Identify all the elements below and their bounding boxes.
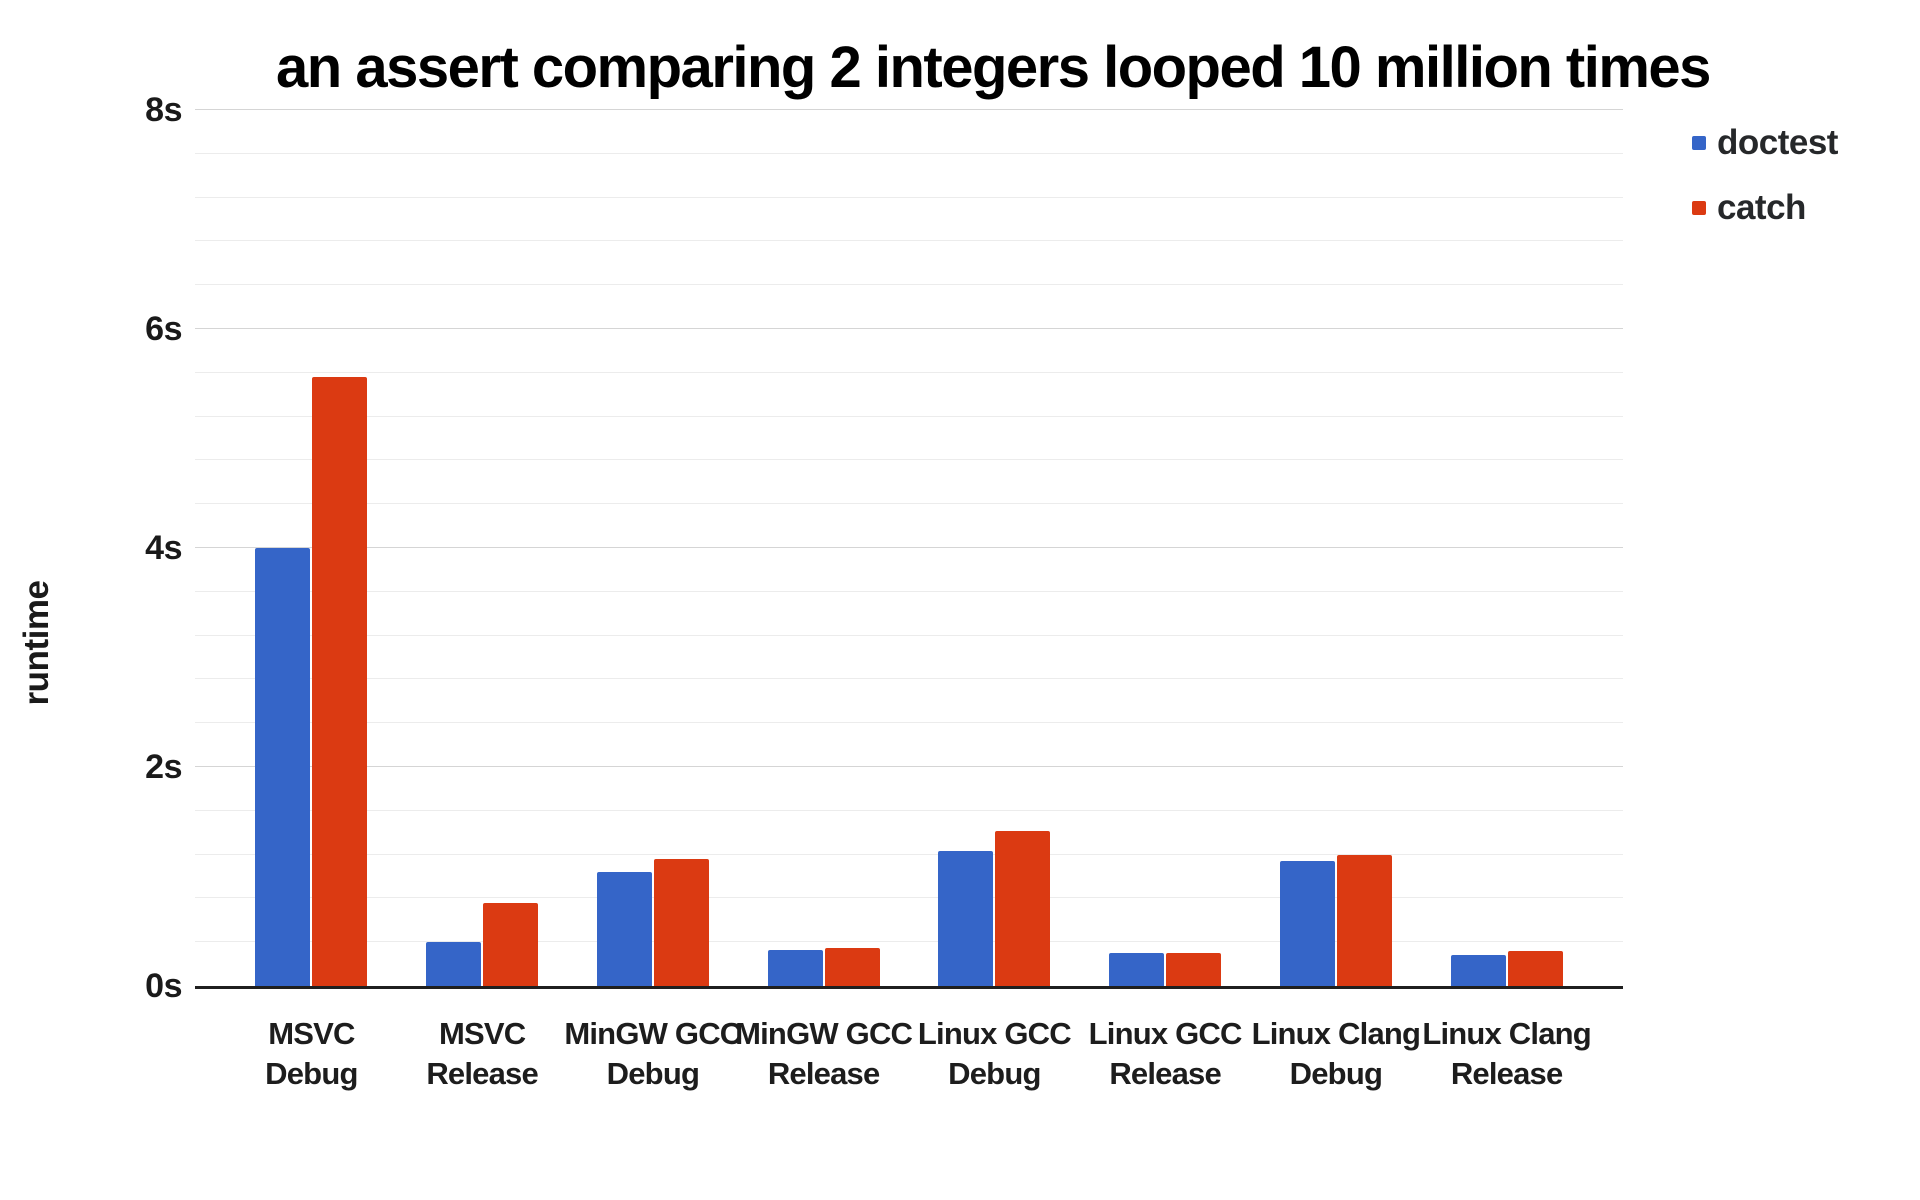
bar-doctest-mingw-gcc-debug (596, 872, 652, 986)
bar-doctest-mingw-gcc-release (767, 949, 823, 986)
minor-gridline (195, 809, 1623, 811)
y-axis-title: runtime (17, 580, 56, 706)
major-gridline (195, 328, 1623, 329)
legend-label-catch: catch (1717, 188, 1806, 227)
chart-title: an assert comparing 2 integers looped 10… (276, 35, 1711, 100)
y-tick-4s: 4s (145, 529, 182, 567)
x-label-line2: Debug (265, 1056, 358, 1091)
x-label-mingw-gcc-debug: MinGW GCC Debug (553, 1014, 753, 1094)
bar-catch-mingw-gcc-debug (653, 858, 709, 986)
minor-gridline (195, 196, 1623, 198)
major-gridline (195, 766, 1623, 767)
x-label-line1: MSVC (438, 1016, 526, 1051)
minor-gridline (195, 459, 1623, 461)
x-label-line2: Debug (1289, 1056, 1383, 1091)
x-label-msvc-debug: MSVC Debug (211, 1014, 411, 1094)
legend-label-doctest: doctest (1717, 123, 1838, 162)
minor-gridline (195, 152, 1623, 154)
bar-catch-mingw-gcc-release (824, 947, 880, 986)
bar-doctest-linux-gcc-release (1109, 953, 1165, 986)
minor-gridline (195, 722, 1623, 724)
x-label-line1: Linux Clang (1422, 1016, 1591, 1051)
minor-gridline (195, 503, 1623, 505)
major-gridline (195, 547, 1623, 548)
x-label-line1: MinGW GCC (735, 1016, 913, 1051)
x-label-linux-clang-debug: Linux Clang Debug (1236, 1014, 1436, 1094)
legend-item-catch: catch (1692, 185, 1838, 231)
minor-gridline (195, 853, 1623, 855)
minor-gridline (195, 678, 1623, 680)
minor-gridline (195, 415, 1623, 417)
minor-gridline (195, 590, 1623, 592)
minor-gridline (195, 897, 1623, 899)
y-tick-6s: 6s (145, 310, 182, 348)
x-label-line2: Release (1450, 1056, 1563, 1091)
legend-swatch-catch (1692, 201, 1706, 215)
plot-area (195, 109, 1623, 989)
minor-gridline (195, 240, 1623, 242)
bar-doctest-linux-gcc-debug (938, 851, 994, 986)
minor-gridline (195, 371, 1623, 373)
bar-catch-linux-gcc-debug (995, 830, 1051, 986)
bar-doctest-msvc-debug (255, 548, 311, 986)
major-gridline (195, 109, 1623, 110)
legend-swatch-doctest (1692, 136, 1706, 150)
bar-doctest-msvc-release (426, 942, 482, 986)
y-tick-2s: 2s (145, 748, 182, 786)
bar-catch-linux-clang-debug (1336, 854, 1392, 986)
legend: doctest catch (1692, 120, 1838, 250)
y-tick-8s: 8s (145, 91, 182, 129)
minor-gridline (195, 284, 1623, 286)
x-label-msvc-release: MSVC Release (382, 1014, 582, 1094)
x-label-linux-gcc-debug: Linux GCC Debug (894, 1014, 1094, 1094)
x-label-line2: Release (767, 1056, 880, 1091)
bar-catch-linux-gcc-release (1166, 953, 1222, 986)
x-label-linux-clang-release: Linux Clang Release (1407, 1014, 1607, 1094)
legend-item-doctest: doctest (1692, 120, 1838, 166)
bar-doctest-linux-clang-debug (1279, 861, 1335, 986)
x-label-line2: Debug (948, 1056, 1041, 1091)
bar-catch-linux-clang-release (1507, 950, 1563, 986)
x-label-line1: MinGW GCC (564, 1016, 742, 1051)
bar-catch-msvc-release (483, 902, 539, 986)
x-label-line1: MSVC (268, 1016, 355, 1051)
minor-gridline (195, 634, 1623, 636)
bar-catch-msvc-debug (312, 377, 368, 986)
x-label-line1: Linux GCC (917, 1016, 1072, 1051)
x-label-line2: Release (426, 1056, 538, 1091)
x-label-line2: Debug (606, 1056, 700, 1091)
x-label-line1: Linux GCC (1088, 1016, 1243, 1051)
minor-gridline (195, 941, 1623, 943)
x-label-line2: Release (1109, 1056, 1221, 1091)
bar-doctest-linux-clang-release (1450, 955, 1506, 986)
x-label-linux-gcc-release: Linux GCC Release (1065, 1014, 1265, 1094)
y-tick-0s: 0s (145, 967, 182, 1005)
x-label-line1: Linux Clang (1251, 1016, 1421, 1051)
x-label-mingw-gcc-release: MinGW GCC Release (724, 1014, 924, 1094)
